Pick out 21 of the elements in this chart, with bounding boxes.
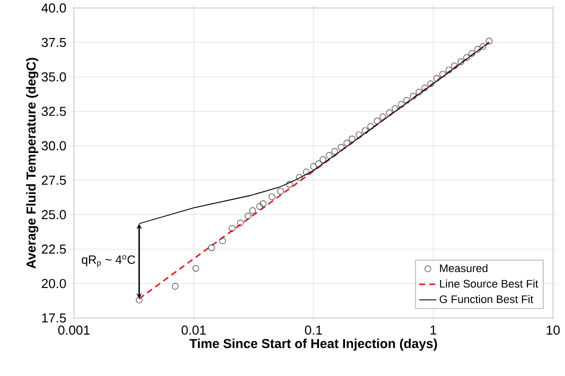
- y-tick-label: 30.0: [42, 141, 66, 150]
- x-axis-title: Time Since Start of Heat Injection (days): [190, 338, 437, 351]
- y-tick-label: 20.0: [42, 278, 66, 288]
- legend-label: G Function Best Fit: [440, 295, 534, 304]
- y-tick-label: 25.0: [42, 210, 66, 220]
- y-tick-label: 17.5: [42, 313, 66, 323]
- legend-label: Line Source Best Fit: [440, 280, 538, 288]
- y-tick-label: 27.5: [42, 176, 66, 185]
- x-tick-label: 0.001: [58, 326, 90, 335]
- annotation: qR$_{p}$ ~ 4$^{o}$C: [82, 255, 136, 268]
- y-tick-label: 37.5: [42, 38, 66, 48]
- y-tick-label: 35.0: [42, 72, 66, 82]
- y-tick-label: 40.0: [41, 3, 66, 13]
- y-tick-label: 32.5: [42, 106, 66, 116]
- x-tick-label: 10: [546, 326, 560, 335]
- y-tick-label: 22.5: [42, 244, 66, 254]
- x-tick-label: 0.1: [304, 326, 322, 335]
- y-axis-title: Average Fluid Temperature (degC): [26, 58, 38, 268]
- x-tick-label: 1: [430, 326, 436, 334]
- legend-label: Measured: [440, 264, 488, 272]
- x-tick-label: 0.01: [182, 326, 206, 335]
